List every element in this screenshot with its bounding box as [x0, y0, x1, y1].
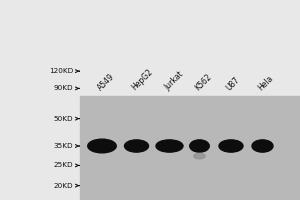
Ellipse shape: [194, 153, 205, 159]
Text: 120KD: 120KD: [49, 68, 74, 74]
Text: Hela: Hela: [256, 73, 275, 92]
Ellipse shape: [88, 139, 116, 153]
Text: Jurkat: Jurkat: [163, 70, 185, 92]
Text: 35KD: 35KD: [54, 143, 74, 149]
Ellipse shape: [190, 140, 209, 152]
Ellipse shape: [156, 140, 183, 152]
Text: U87: U87: [225, 75, 242, 92]
Ellipse shape: [219, 140, 243, 152]
Text: K562: K562: [193, 72, 213, 92]
Text: HepG2: HepG2: [130, 67, 155, 92]
Text: 90KD: 90KD: [54, 85, 74, 91]
Bar: [80, 96, 300, 200]
Ellipse shape: [252, 140, 273, 152]
Ellipse shape: [124, 140, 148, 152]
Text: 20KD: 20KD: [54, 183, 74, 189]
Text: A549: A549: [96, 72, 116, 92]
Text: 50KD: 50KD: [54, 116, 74, 122]
Text: 25KD: 25KD: [54, 162, 74, 168]
